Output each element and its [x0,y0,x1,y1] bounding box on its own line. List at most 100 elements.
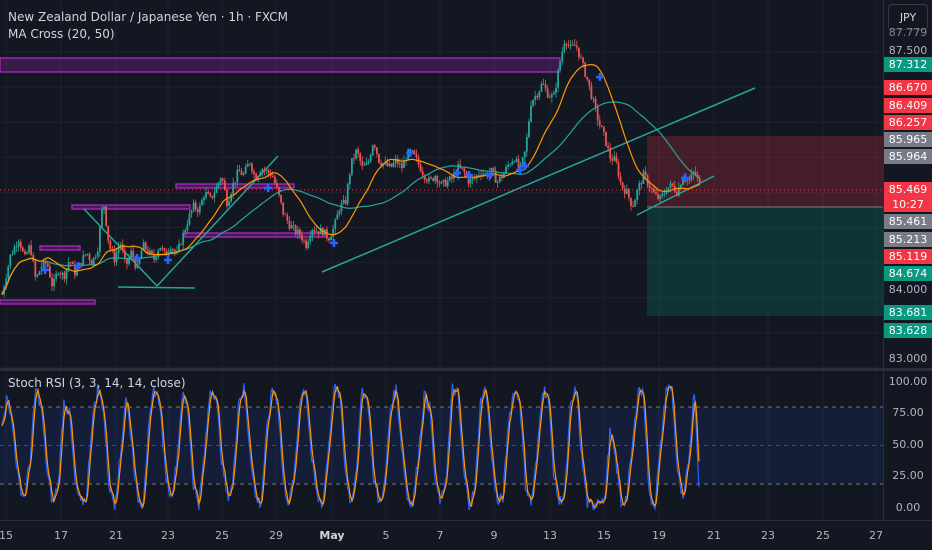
stoch-d-line [1,386,700,509]
candle [398,158,401,169]
ma-cross-marker [516,166,524,174]
candle [630,197,632,211]
candle [361,156,364,170]
indicator-legend[interactable]: MA Cross (20, 50) [8,27,115,41]
candle [236,165,239,187]
stoch-rsi-pane[interactable] [0,371,884,520]
time-label: 23 [761,529,775,542]
candle [615,152,618,164]
oscillator-legend[interactable]: Stoch RSI (3, 3, 14, 14, close) [8,376,186,390]
candle [86,253,89,257]
candle [605,131,607,147]
chart-title[interactable]: New Zealand Dollar / Japanese Yen · 1h ·… [8,10,289,24]
candle [113,245,116,266]
candle [515,156,518,163]
candle [19,239,22,251]
candle [251,162,253,175]
candle [30,240,33,257]
candle [580,53,582,59]
trendline-april-base[interactable] [117,286,196,289]
currency-button[interactable]: JPY [888,4,928,30]
ma-cross-marker [74,262,82,270]
candle [332,224,335,241]
risk-zone[interactable] [647,136,884,207]
candle [338,208,341,217]
current-price-badge: 85.469 [884,182,932,197]
candle [448,175,451,182]
zone-box-5[interactable] [0,299,96,305]
candle [603,125,605,136]
candle [107,225,110,245]
candle [588,79,591,91]
candle [219,177,222,186]
candle [140,248,143,258]
candle [334,217,337,234]
price-badge: 86.670 [884,80,932,95]
ma-cross-marker [264,184,272,192]
candle [315,226,318,233]
candle [213,187,216,203]
ma-fast-line [1,63,700,295]
ma-cross-marker [453,169,461,177]
price-axis[interactable]: JPY 87.779 87.500 84.000 83.000 87.312 8… [884,0,932,368]
candle [296,225,299,239]
candle [557,67,559,93]
time-axis[interactable]: 15 17 21 23 25 29 May 5 7 9 13 15 19 21 … [0,521,932,550]
candle [438,180,441,188]
candle [84,253,87,257]
pane-separator[interactable] [0,368,932,371]
candle [326,226,328,242]
candle [669,180,672,192]
candle [442,179,445,187]
bar-countdown: 10:27 [884,197,932,212]
trendline-main[interactable] [321,87,756,273]
candle [301,230,303,244]
time-label-month: May [319,529,345,542]
time-label: 21 [707,529,721,542]
candle [176,245,178,255]
candle [621,181,624,191]
candle [446,176,449,189]
time-label: 7 [436,529,444,542]
candle [559,60,562,72]
candle [282,202,285,217]
candle [394,154,397,168]
candle [238,164,241,172]
stoch-axis[interactable]: 100.00 75.00 50.00 25.00 0.00 [884,371,932,520]
candle [340,199,343,216]
zone-box-top[interactable] [0,57,561,73]
stoch-rsi-canvas[interactable] [0,371,884,520]
axis-separator [883,0,884,550]
candle [130,246,133,261]
candle [196,207,199,217]
candle [353,153,355,164]
ma-cross-marker [330,239,338,247]
candle [434,174,437,185]
reward-zone[interactable] [647,207,884,316]
price-chart-pane[interactable] [0,0,884,369]
candle [671,183,674,188]
candle [188,209,191,227]
ma-slow-line [1,101,701,295]
candle [215,183,218,194]
candle [259,170,262,177]
trendline-recent-lower[interactable] [636,175,715,216]
price-chart-canvas[interactable] [0,0,884,369]
zone-box-2[interactable] [71,204,191,210]
candle [357,146,360,158]
candle [396,155,399,168]
candle [307,238,310,250]
candle [461,167,464,171]
candle [640,180,643,189]
candle [509,163,512,167]
candle [261,167,264,177]
candle [540,81,543,93]
candle [567,40,570,49]
candle [96,247,99,260]
candle [419,160,422,173]
candle [613,151,616,162]
zone-box-4[interactable] [39,245,81,251]
candle [203,195,205,206]
candle [98,225,101,257]
candle [244,163,247,175]
